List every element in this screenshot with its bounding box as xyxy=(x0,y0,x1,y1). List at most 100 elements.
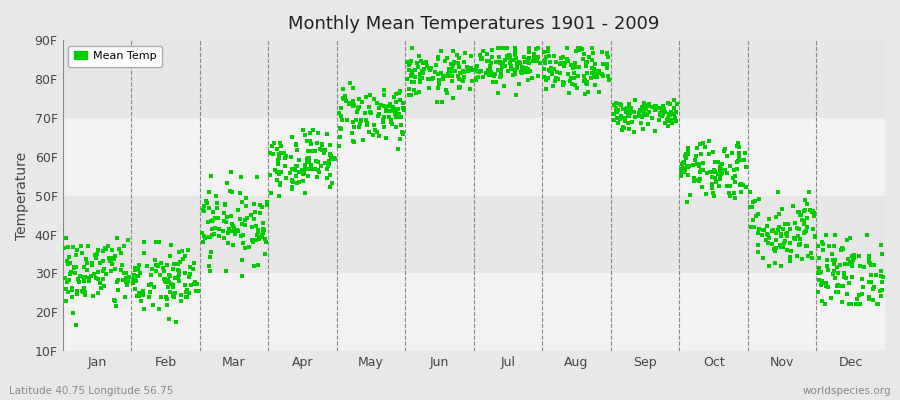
Point xyxy=(677,158,691,165)
Point xyxy=(761,235,776,241)
Point xyxy=(440,90,454,97)
Point xyxy=(674,172,688,179)
Point xyxy=(272,150,286,157)
Point xyxy=(235,199,249,206)
Point xyxy=(382,103,397,110)
Point xyxy=(205,218,220,224)
Point xyxy=(864,279,878,286)
Point xyxy=(562,78,577,84)
Point xyxy=(772,242,787,248)
Point xyxy=(241,244,256,250)
Point xyxy=(737,157,751,164)
Point xyxy=(648,103,662,109)
Point xyxy=(766,227,780,234)
Point xyxy=(663,112,678,119)
Point xyxy=(733,154,747,160)
Point xyxy=(842,259,857,265)
Point xyxy=(836,246,850,252)
Point xyxy=(250,228,265,235)
Point xyxy=(355,98,369,105)
Point xyxy=(812,265,826,272)
Point xyxy=(178,289,193,295)
Point xyxy=(488,71,502,77)
Point xyxy=(622,112,636,119)
Point xyxy=(59,258,74,264)
Point xyxy=(306,126,320,133)
Point xyxy=(383,108,398,114)
Point xyxy=(852,291,867,298)
Point xyxy=(379,108,393,115)
Point xyxy=(116,243,130,250)
Point xyxy=(295,170,310,177)
Point xyxy=(111,287,125,294)
Point xyxy=(551,76,565,82)
Point xyxy=(452,55,466,61)
Point xyxy=(166,284,180,290)
Point xyxy=(188,278,202,285)
Point xyxy=(780,233,795,239)
Point xyxy=(322,160,337,167)
Point xyxy=(716,161,730,168)
Point xyxy=(689,176,704,183)
Point xyxy=(556,80,571,87)
Point xyxy=(113,250,128,256)
Point xyxy=(328,156,342,162)
Point xyxy=(697,160,711,166)
Point xyxy=(837,270,851,276)
Point xyxy=(835,283,850,290)
Point xyxy=(76,288,90,295)
Point xyxy=(162,278,176,285)
Point xyxy=(315,142,329,148)
Point xyxy=(105,260,120,267)
Text: worldspecies.org: worldspecies.org xyxy=(803,386,891,396)
Point xyxy=(66,310,80,316)
Point xyxy=(458,50,473,56)
Point xyxy=(77,285,92,291)
Point xyxy=(90,251,104,258)
Point xyxy=(679,150,693,157)
Point xyxy=(779,230,794,237)
Point xyxy=(828,275,842,281)
Point xyxy=(338,93,352,99)
Point xyxy=(713,176,727,182)
Point xyxy=(713,167,727,174)
Point xyxy=(693,140,707,147)
Point xyxy=(279,175,293,181)
Point xyxy=(825,270,840,277)
Point xyxy=(76,278,91,284)
Point xyxy=(510,59,525,66)
Point xyxy=(641,121,655,128)
Point xyxy=(336,86,350,92)
Point xyxy=(146,302,160,308)
Point xyxy=(235,257,249,263)
Point xyxy=(743,224,758,230)
Point xyxy=(581,88,596,95)
Point xyxy=(248,215,262,222)
Point xyxy=(562,90,576,96)
Point xyxy=(91,247,105,253)
Point xyxy=(99,246,113,252)
Point xyxy=(539,86,554,92)
Point xyxy=(587,71,601,77)
Point xyxy=(368,127,382,134)
Point xyxy=(621,120,635,126)
Point xyxy=(128,266,142,273)
Point xyxy=(655,110,670,116)
Point xyxy=(686,162,700,168)
Point xyxy=(600,51,615,57)
Point xyxy=(74,243,88,249)
Point xyxy=(762,216,777,222)
Point xyxy=(311,130,326,136)
Point xyxy=(483,69,498,76)
Point xyxy=(541,74,555,81)
Point xyxy=(874,241,888,248)
Point xyxy=(439,87,454,94)
Point xyxy=(577,72,591,79)
Point xyxy=(545,70,560,77)
Point xyxy=(616,124,630,130)
Point xyxy=(442,67,456,74)
Point xyxy=(104,246,119,253)
Point xyxy=(289,173,303,179)
Point xyxy=(613,101,627,108)
Point xyxy=(327,155,341,161)
